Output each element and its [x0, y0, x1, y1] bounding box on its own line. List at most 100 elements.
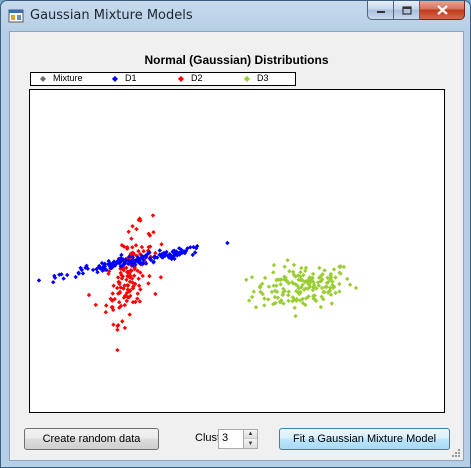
data-point-d1 — [164, 249, 169, 255]
data-point-d1 — [172, 251, 177, 256]
close-icon — [436, 5, 448, 15]
scatter-plot-area — [29, 89, 445, 413]
data-point-d3 — [318, 304, 324, 310]
data-point-d2 — [138, 287, 143, 292]
chart-title: Normal (Gaussian) Distributions — [144, 53, 329, 67]
data-point-d2 — [128, 268, 134, 273]
data-point-d1 — [157, 248, 162, 253]
data-point-d3 — [306, 281, 311, 286]
data-point-d1 — [73, 274, 78, 280]
data-point-d3 — [324, 284, 329, 290]
scatter-plot — [36, 213, 359, 353]
data-point-d2 — [110, 304, 115, 310]
create-random-data-button[interactable]: Create random data — [24, 428, 159, 450]
data-point-d2 — [133, 299, 138, 305]
data-point-d1 — [125, 261, 131, 266]
data-point-d2 — [125, 294, 130, 300]
data-point-d2 — [120, 319, 125, 324]
data-point-d3 — [308, 275, 314, 281]
maximize-button[interactable] — [394, 1, 420, 20]
maximize-icon — [401, 5, 412, 15]
data-point-d3 — [325, 275, 330, 281]
legend-marker-d3: ◆ — [243, 73, 251, 83]
legend-label-d3: D3 — [257, 73, 269, 83]
data-point-d2 — [124, 290, 130, 296]
clusters-decrement-button[interactable]: ▼ — [243, 439, 257, 448]
data-point-d2 — [117, 281, 122, 287]
data-point-d2 — [147, 233, 153, 238]
data-point-d3 — [281, 286, 286, 292]
up-arrow-icon: ▲ — [247, 431, 254, 437]
data-point-d3 — [282, 264, 287, 269]
data-point-d2 — [115, 327, 120, 332]
data-point-d1 — [163, 253, 168, 258]
data-point-d1 — [99, 260, 105, 266]
down-arrow-icon: ▼ — [247, 440, 254, 447]
data-point-d1 — [148, 257, 153, 263]
data-point-d3 — [285, 258, 290, 263]
data-point-d1 — [143, 261, 149, 266]
data-point-d3 — [333, 275, 338, 280]
data-point-d3 — [337, 289, 342, 294]
data-point-d1 — [119, 252, 124, 258]
data-point-d1 — [172, 256, 177, 261]
data-point-d1 — [61, 276, 66, 281]
legend-item-d2: ◆ D2 — [171, 72, 203, 84]
data-point-d1 — [107, 261, 113, 266]
data-point-d3 — [341, 264, 347, 270]
data-point-d3 — [320, 272, 325, 277]
data-point-d3 — [310, 287, 316, 293]
data-point-d1 — [119, 264, 124, 269]
data-point-d2 — [110, 291, 115, 296]
data-point-d3 — [281, 290, 286, 295]
data-point-d3 — [271, 262, 277, 268]
data-point-d3 — [282, 288, 287, 294]
data-point-d3 — [330, 279, 335, 284]
data-point-d3 — [337, 281, 342, 287]
clusters-numeric-input[interactable]: 3 ▲ ▼ — [218, 429, 258, 449]
data-point-d1 — [102, 267, 107, 272]
resize-grip-icon[interactable] — [451, 448, 461, 458]
data-point-d2 — [130, 245, 135, 250]
data-point-d3 — [301, 287, 307, 292]
title-bar[interactable]: Gaussian Mixture Models — [1, 1, 470, 31]
data-point-d2 — [118, 285, 123, 290]
close-button[interactable] — [420, 1, 465, 20]
data-point-d3 — [316, 283, 322, 288]
clusters-increment-button[interactable]: ▲ — [243, 430, 257, 439]
data-point-d1 — [157, 252, 163, 257]
data-point-d3 — [353, 285, 359, 291]
data-point-d3 — [303, 302, 308, 308]
data-point-d3 — [320, 277, 325, 282]
data-point-d2 — [86, 292, 92, 298]
data-point-d2 — [142, 259, 148, 264]
data-point-d1 — [98, 266, 104, 271]
data-point-d2 — [108, 296, 113, 301]
data-point-d2 — [116, 323, 121, 328]
data-point-d3 — [284, 279, 290, 284]
data-point-d2 — [135, 296, 140, 301]
data-point-d3 — [292, 305, 297, 310]
data-point-d1 — [137, 261, 142, 266]
data-point-d3 — [307, 284, 313, 289]
data-point-d1 — [109, 262, 114, 268]
data-point-d3 — [294, 296, 299, 302]
fit-gmm-button[interactable]: Fit a Gaussian Mixture Model — [279, 428, 450, 450]
data-point-d1 — [136, 257, 142, 262]
data-point-d2 — [153, 250, 158, 256]
data-point-d2 — [127, 289, 132, 294]
data-point-d3 — [306, 294, 311, 299]
data-point-d3 — [281, 301, 286, 306]
data-point-d1 — [116, 258, 121, 263]
data-point-d2 — [130, 286, 136, 291]
data-point-d3 — [312, 282, 317, 288]
data-point-d2 — [122, 302, 127, 308]
data-point-d2 — [124, 298, 129, 304]
data-point-d1 — [225, 240, 230, 246]
minimize-button[interactable] — [367, 1, 394, 20]
clusters-value[interactable]: 3 — [222, 432, 229, 444]
data-point-d1 — [147, 250, 152, 255]
data-point-d3 — [269, 289, 275, 295]
data-point-d3 — [296, 286, 301, 291]
data-point-d2 — [125, 283, 131, 288]
